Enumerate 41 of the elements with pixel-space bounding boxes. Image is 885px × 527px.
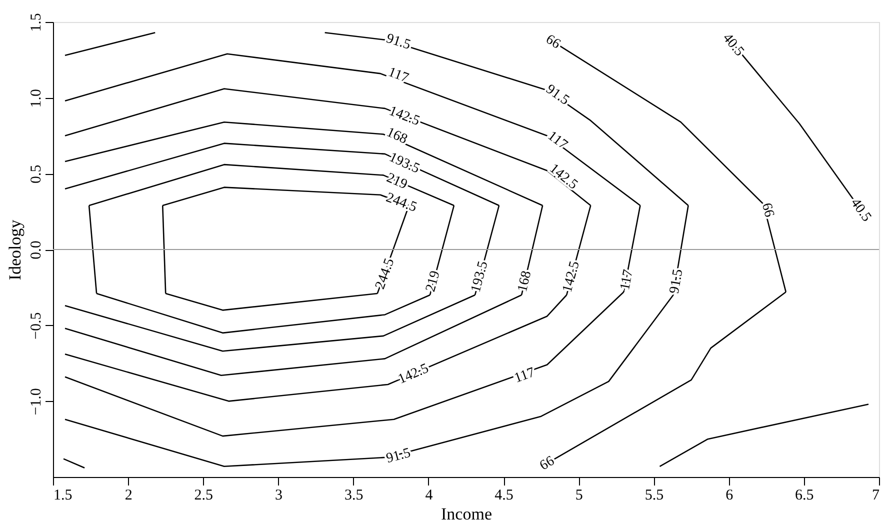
x-tick-label: 4.5 — [494, 488, 514, 504]
annotation: 66 — [538, 454, 558, 474]
y-tick-label: −1.0 — [28, 388, 44, 416]
annotation: 168 — [515, 270, 535, 294]
annotation: 40.5 — [847, 196, 874, 225]
x-tick-label: 6 — [726, 488, 734, 504]
y-tick-label: 1.0 — [28, 88, 44, 108]
y-tick-label: 0.5 — [28, 164, 44, 184]
x-tick-label: 6.5 — [795, 488, 814, 504]
y-tick-label: 1.5 — [28, 13, 44, 32]
x-tick-label: 2.5 — [194, 488, 214, 504]
x-tick-label: 2 — [124, 488, 132, 504]
annotation: 91.5 — [542, 82, 572, 108]
annotation: 219 — [423, 269, 444, 294]
annotation: 91.5 — [384, 31, 412, 54]
annotation: 244.5 — [373, 256, 398, 292]
annotation: 66 — [758, 202, 776, 219]
x-tick-label: 3 — [275, 488, 283, 504]
annotation: 193.5 — [468, 260, 492, 294]
x-axis-title: Income — [441, 504, 492, 524]
annotation: 117 — [544, 128, 570, 153]
annotation: 142.5 — [560, 260, 583, 294]
x-tick-label: 1.5 — [54, 488, 72, 504]
y-tick-label: 0.0 — [28, 240, 44, 260]
x-tick-label: 3.5 — [344, 488, 364, 504]
annotation: 244.5 — [384, 190, 419, 216]
annotation: 91.5 — [667, 268, 686, 295]
y-axis-title: Ideology — [6, 219, 24, 280]
annotation: 117 — [618, 268, 636, 292]
x-tick-label: 4 — [425, 488, 434, 504]
annotation: 66 — [542, 32, 563, 52]
annotation: 40.5 — [719, 30, 747, 60]
annotation: 117 — [386, 64, 410, 86]
y-tick-label: −0.5 — [28, 312, 44, 340]
x-tick-label: 5 — [575, 488, 583, 504]
annotation: 117 — [512, 365, 537, 386]
annotation: 142.5 — [396, 361, 432, 388]
annotation: 219 — [384, 170, 410, 193]
x-tick-label: 7 — [872, 488, 880, 504]
annotation: 91.5 — [384, 446, 412, 467]
x-tick-label: 5.5 — [644, 488, 664, 504]
